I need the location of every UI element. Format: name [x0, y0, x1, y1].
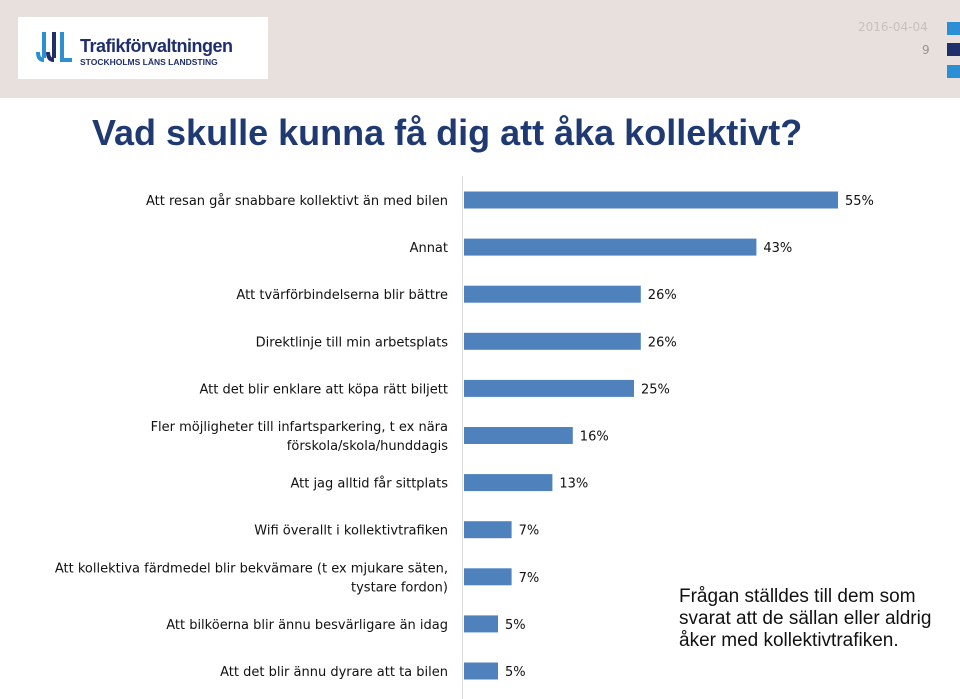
value-label-0: 55%	[845, 194, 874, 209]
category-label-8-line-1: tystare fordon)	[351, 580, 448, 595]
category-label-1: Annat	[410, 241, 448, 256]
bar-3	[464, 332, 641, 350]
page-number: 9	[922, 43, 930, 57]
category-label-3: Direktlinje till min arbetsplats	[256, 335, 449, 350]
logo: Trafikförvaltningen STOCKHOLMS LÄNS LAND…	[18, 17, 268, 79]
category-label-6: Att jag alltid får sittplats	[290, 477, 448, 492]
value-label-3: 26%	[648, 335, 677, 350]
value-label-7: 7%	[519, 524, 540, 539]
category-label-8-line-0: Att kollektiva färdmedel blir bekvämare …	[55, 561, 448, 576]
page-title: Vad skulle kunna få dig att åka kollekti…	[92, 112, 803, 153]
category-label-5-line-0: Fler möjligheter till infartsparkering, …	[151, 420, 448, 435]
category-label-4: Att det blir enklare att köpa rätt bilje…	[199, 382, 448, 397]
decor-square-3	[947, 65, 960, 78]
value-label-10: 5%	[505, 665, 526, 680]
header-band: Trafikförvaltningen STOCKHOLMS LÄNS LAND…	[0, 0, 960, 98]
category-label-7: Wifi överallt i kollektivtrafiken	[254, 524, 448, 539]
value-label-2: 26%	[648, 288, 677, 303]
bar-10	[464, 662, 498, 680]
bar-1	[464, 238, 757, 256]
logo-mark-icon	[36, 32, 72, 62]
value-label-4: 25%	[641, 382, 670, 397]
logo-subtitle: STOCKHOLMS LÄNS LANDSTING	[80, 57, 218, 67]
bar-7	[464, 521, 512, 539]
bar-5	[464, 427, 573, 444]
value-label-5: 16%	[580, 430, 609, 445]
bar-8	[464, 568, 512, 586]
bar-9	[464, 615, 498, 633]
value-label-8: 7%	[519, 571, 540, 586]
category-label-10: Att det blir ännu dyrare att ta bilen	[220, 665, 448, 680]
category-label-9: Att bilköerna blir ännu besvärligare än …	[166, 618, 448, 633]
category-label-2: Att tvärförbindelserna blir bättre	[236, 288, 448, 303]
category-label-0: Att resan går snabbare kollektivt än med…	[146, 194, 448, 209]
bar-6	[464, 474, 553, 492]
bar-2	[464, 285, 641, 303]
bar-0	[464, 191, 838, 209]
logo-name: Trafikförvaltningen	[80, 36, 233, 56]
decor-square-1	[947, 22, 960, 35]
category-label-5-line-1: förskola/skola/hunddagis	[287, 439, 448, 454]
footnote: Frågan ställdes till dem som svarat att …	[679, 586, 932, 651]
value-label-6: 13%	[559, 477, 588, 492]
decor-square-2	[947, 43, 960, 56]
value-label-9: 5%	[505, 618, 526, 633]
slide-date: 2016-04-04	[858, 20, 928, 34]
bar-4	[464, 379, 634, 397]
value-label-1: 43%	[763, 241, 792, 256]
